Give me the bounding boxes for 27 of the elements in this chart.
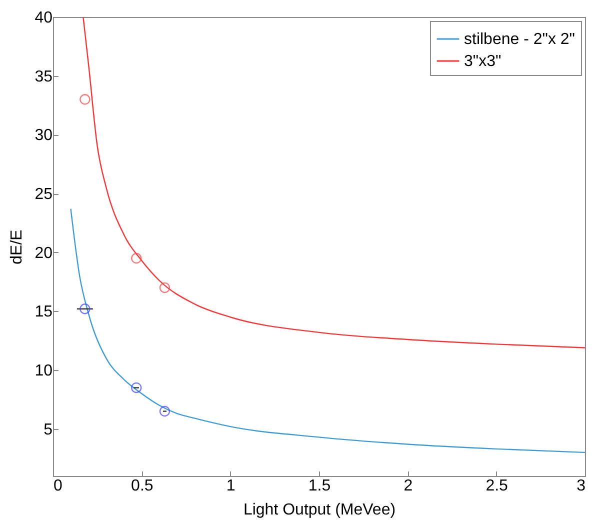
x-tick-label: 0.5 (131, 478, 154, 494)
y-tick-label: 20 (34, 244, 53, 262)
line-series (82, 17, 585, 348)
y-tick-label: 5 (44, 421, 53, 438)
point (80, 304, 90, 314)
y-tick-label: 40 (34, 10, 53, 26)
legend-label: 3"x3" (464, 53, 502, 70)
x-tick-label: 1 (226, 478, 236, 494)
x-tick-label: 3 (576, 478, 586, 494)
x-tick-label: 0 (54, 478, 62, 494)
point (131, 382, 142, 394)
x-axis-title: Light Output (MeVee) (243, 502, 396, 518)
y-tick-label: 25 (34, 186, 53, 204)
x-tick-label: 2.5 (486, 478, 508, 494)
point (131, 252, 142, 264)
y-tick-label: 15 (34, 304, 53, 321)
x-tick-label: 1.5 (308, 478, 331, 494)
line-series (70, 208, 585, 454)
point (159, 406, 170, 417)
y-tick-label: 10 (34, 362, 53, 380)
y-tick-label: 35 (34, 68, 53, 86)
y-axis-title: dE/E (8, 230, 26, 264)
y-tick-label: 30 (34, 127, 53, 144)
x-tick-label: 2 (404, 478, 413, 494)
point (159, 282, 170, 294)
point (80, 94, 90, 105)
legend-label: stilbene - 2"x 2" (464, 31, 575, 48)
